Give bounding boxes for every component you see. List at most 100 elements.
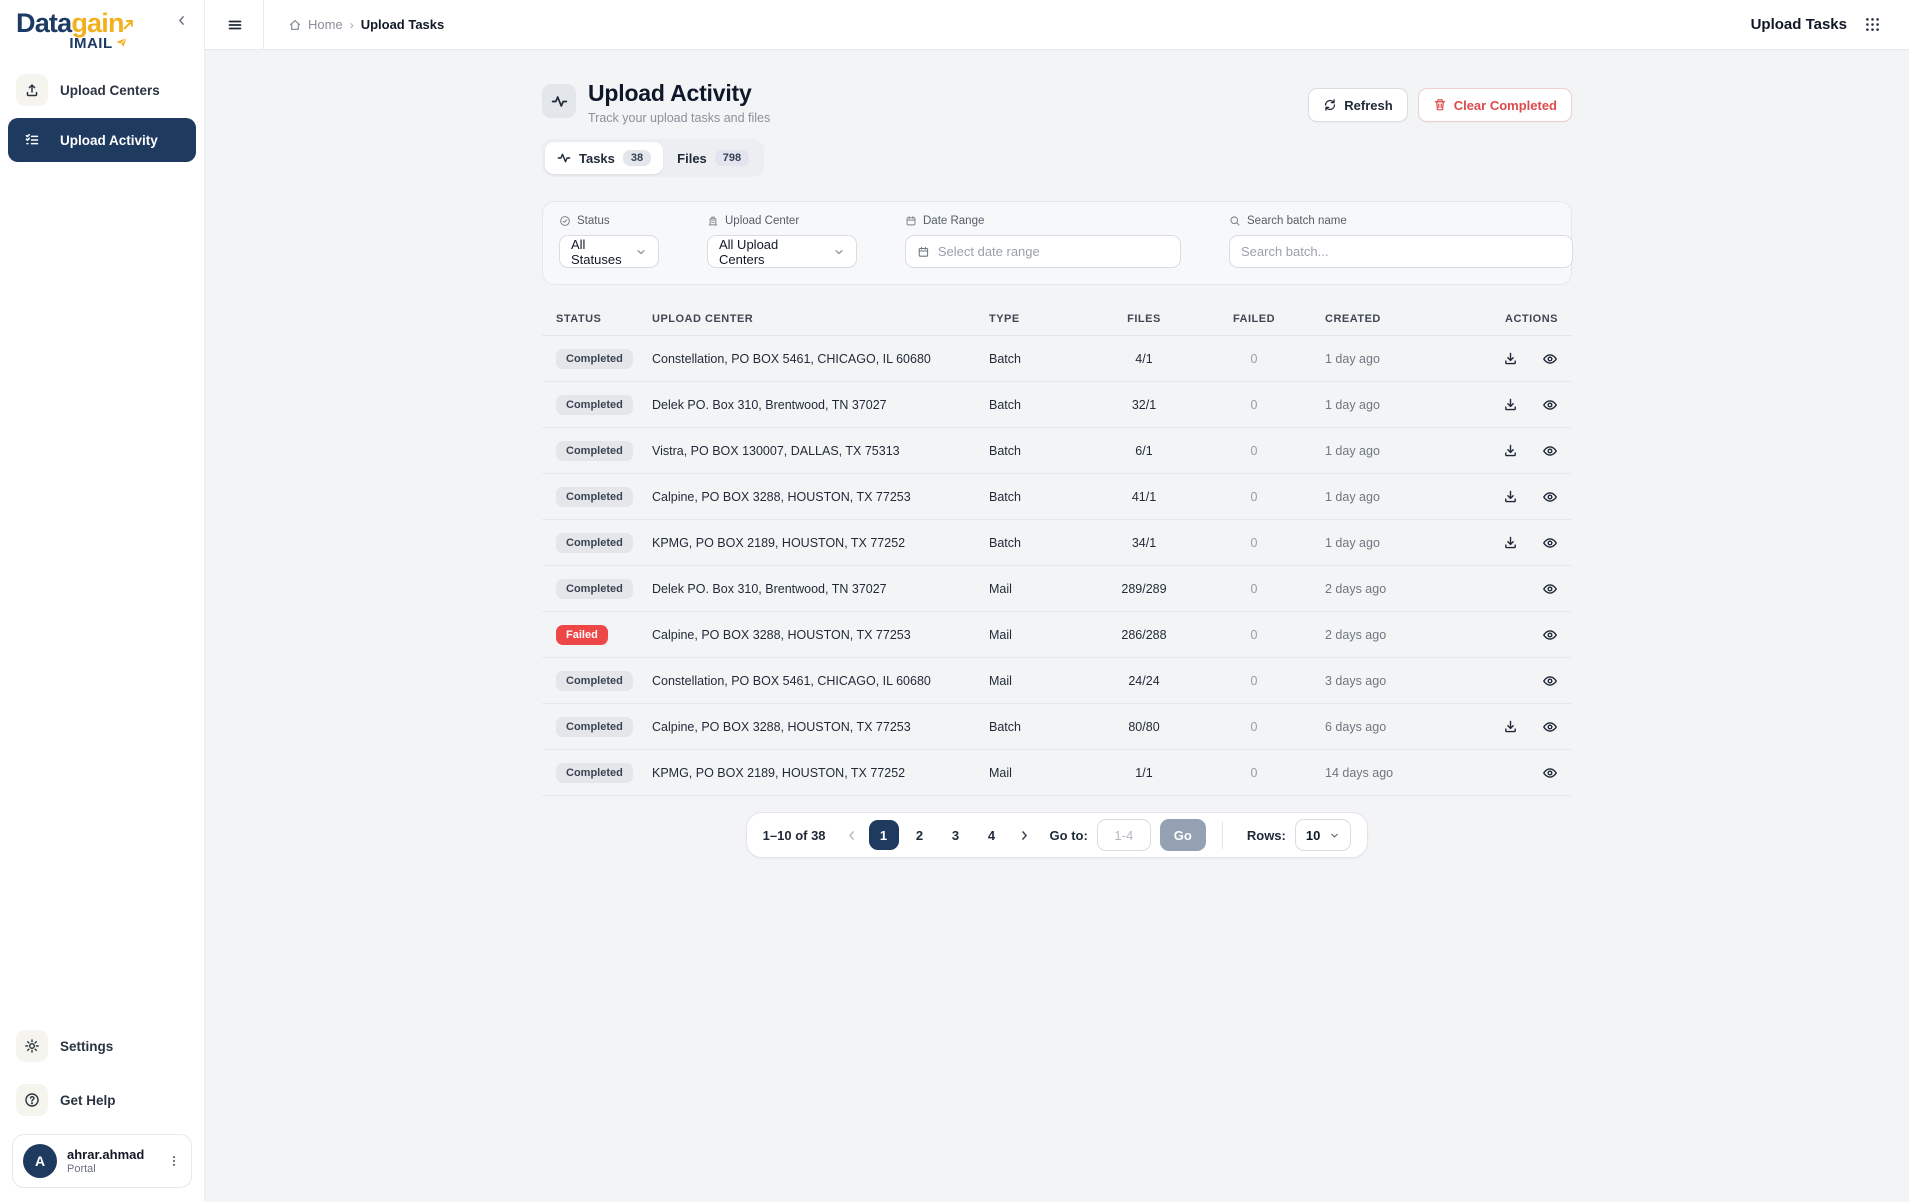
- sidebar-item-label: Upload Centers: [60, 82, 160, 98]
- logo-text-primary: Data: [16, 8, 72, 38]
- user-menu-button[interactable]: [165, 1152, 183, 1170]
- calendar-icon: [906, 216, 916, 226]
- view-button[interactable]: [1542, 535, 1558, 551]
- filter-panel: Status All Statuses Upload Center: [542, 201, 1573, 285]
- created-cell: 1 day ago: [1325, 489, 1380, 504]
- table-row: Completed Delek PO. Box 310, Brentwood, …: [542, 382, 1572, 428]
- files-cell: 80/80: [1128, 719, 1160, 734]
- status-badge: Completed: [556, 716, 633, 737]
- status-cell: Completed: [556, 440, 652, 461]
- upload-center-cell: Vistra, PO BOX 130007, DALLAS, TX 75313: [652, 443, 900, 458]
- page-button-1[interactable]: 1: [868, 820, 899, 850]
- download-button[interactable]: [1503, 535, 1518, 550]
- view-button[interactable]: [1542, 397, 1558, 413]
- status-cell: Completed: [556, 716, 652, 737]
- download-button[interactable]: [1503, 397, 1518, 412]
- filter-upload-center: Upload Center All Upload Centers: [707, 215, 857, 268]
- view-button[interactable]: [1542, 719, 1558, 735]
- type-cell: Batch: [989, 719, 1021, 734]
- tab-tasks[interactable]: Tasks 38: [545, 142, 664, 174]
- sidebar-item-upload-activity[interactable]: Upload Activity: [8, 118, 196, 162]
- download-icon: [1505, 352, 1516, 365]
- view-button[interactable]: [1542, 489, 1558, 505]
- page-button-3[interactable]: 3: [941, 820, 971, 850]
- status-badge: Completed: [556, 394, 633, 415]
- column-header-status: STATUS: [556, 313, 602, 325]
- clear-completed-button[interactable]: Clear Completed: [1417, 88, 1572, 122]
- failed-cell: 0: [1250, 627, 1258, 642]
- type-cell: Batch: [989, 351, 1021, 366]
- chevron-right-icon: [1021, 830, 1027, 840]
- user-card[interactable]: A ahrar.ahmad Portal: [12, 1134, 192, 1188]
- refresh-button[interactable]: Refresh: [1308, 88, 1408, 122]
- status-cell: Completed: [556, 670, 652, 691]
- upload-center-select[interactable]: All Upload Centers: [707, 235, 857, 268]
- activity-list-icon: [16, 124, 48, 156]
- building-icon: [708, 216, 718, 226]
- download-icon: [1505, 536, 1516, 549]
- goto-page-input[interactable]: [1096, 819, 1151, 851]
- files-cell: 41/1: [1131, 489, 1157, 504]
- failed-cell: 0: [1250, 535, 1258, 550]
- hamburger-icon: [228, 20, 242, 29]
- download-button[interactable]: [1503, 351, 1518, 366]
- eye-icon: [1543, 537, 1557, 548]
- status-cell: Completed: [556, 486, 652, 507]
- pagination-range: 1–10 of 38: [762, 827, 826, 843]
- topbar-right: Upload Tasks: [1751, 14, 1909, 35]
- failed-cell: 0: [1250, 489, 1258, 504]
- date-range-input[interactable]: [905, 235, 1181, 268]
- sidebar-collapse-button[interactable]: [169, 10, 194, 35]
- go-button[interactable]: Go: [1159, 819, 1206, 851]
- type-cell: Batch: [989, 397, 1021, 412]
- download-icon: [1505, 490, 1516, 503]
- sidebar-item-get-help[interactable]: Get Help: [8, 1078, 196, 1122]
- sidebar-item-upload-centers[interactable]: Upload Centers: [8, 68, 196, 112]
- actions-cell: [1499, 443, 1558, 459]
- search-batch-input[interactable]: [1229, 235, 1573, 268]
- apps-grid-button[interactable]: [1862, 14, 1883, 35]
- failed-cell: 0: [1250, 673, 1258, 688]
- table-row: Completed KPMG, PO BOX 2189, HOUSTON, TX…: [542, 750, 1572, 796]
- view-button[interactable]: [1542, 673, 1558, 689]
- clear-completed-label: Clear Completed: [1453, 97, 1557, 113]
- view-button[interactable]: [1542, 765, 1558, 781]
- previous-page-button[interactable]: [843, 827, 860, 844]
- page-button-2[interactable]: 2: [905, 820, 935, 850]
- view-button[interactable]: [1542, 581, 1558, 597]
- files-cell: 289/289: [1121, 581, 1167, 596]
- page-button-4[interactable]: 4: [977, 820, 1007, 850]
- upload-center-cell: Constellation, PO BOX 5461, CHICAGO, IL …: [652, 673, 931, 688]
- status-badge: Completed: [556, 486, 633, 507]
- failed-cell: 0: [1250, 443, 1258, 458]
- download-button[interactable]: [1503, 489, 1518, 504]
- download-button[interactable]: [1503, 443, 1518, 458]
- sidebar-item-settings[interactable]: Settings: [8, 1024, 196, 1068]
- download-icon: [1505, 720, 1516, 733]
- view-button[interactable]: [1542, 443, 1558, 459]
- filter-label-text: Date Range: [923, 215, 985, 227]
- date-range-field[interactable]: [937, 244, 1169, 259]
- next-page-button[interactable]: [1016, 827, 1033, 844]
- rows-per-page-select[interactable]: 10: [1294, 819, 1352, 851]
- status-select[interactable]: All Statuses: [559, 235, 659, 268]
- logo-sub-text: IMAIL: [69, 35, 113, 52]
- hamburger-menu-button[interactable]: [205, 17, 263, 33]
- status-badge: Completed: [556, 532, 633, 553]
- table-row: Failed Calpine, PO BOX 3288, HOUSTON, TX…: [542, 612, 1572, 658]
- sidebar-nav: Upload Centers Upload Activity: [0, 56, 204, 162]
- failed-cell: 0: [1250, 719, 1258, 734]
- view-button[interactable]: [1542, 627, 1558, 643]
- search-batch-field[interactable]: [1241, 244, 1561, 259]
- type-cell: Batch: [989, 535, 1021, 550]
- filter-label-text: Status: [577, 215, 610, 227]
- filter-label-text: Search batch name: [1247, 215, 1347, 227]
- tab-files[interactable]: Files 798: [665, 142, 761, 174]
- download-icon: [1505, 398, 1516, 411]
- column-header-failed: FAILED: [1232, 313, 1276, 325]
- breadcrumb-home-link[interactable]: Home: [288, 17, 343, 32]
- view-button[interactable]: [1542, 351, 1558, 367]
- gear-icon: [16, 1030, 48, 1062]
- download-button[interactable]: [1503, 719, 1518, 734]
